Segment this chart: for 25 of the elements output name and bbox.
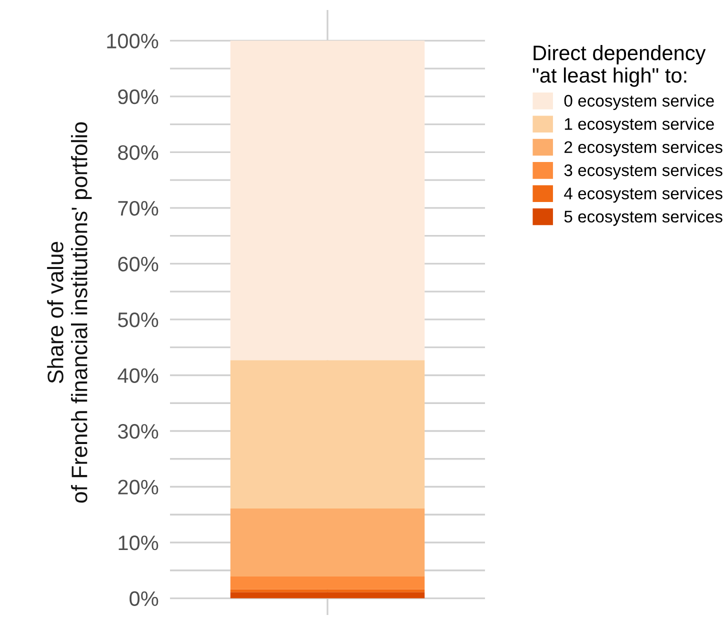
y-tick-label: 10% bbox=[118, 536, 158, 550]
legend-label: 1 ecosystem service bbox=[564, 118, 714, 134]
bar bbox=[230, 508, 425, 577]
y-tick-label: 40% bbox=[118, 368, 158, 383]
y-axis-title: Share of value of French financial institutions' portfolio bbox=[47, 122, 92, 503]
y-tick-label: 50% bbox=[118, 312, 158, 328]
y-tick-label: 80% bbox=[118, 145, 158, 160]
bar bbox=[230, 576, 425, 590]
legend-label: 5 ecosystem services bbox=[564, 210, 722, 226]
legend-label: 2 ecosystem services bbox=[564, 140, 722, 156]
y-tick-label: 70% bbox=[118, 200, 158, 216]
bar bbox=[230, 589, 425, 592]
y-tick-label: 60% bbox=[118, 256, 158, 272]
legend-title: Direct dependency "at least high" to: bbox=[532, 45, 706, 87]
y-tick-label: 30% bbox=[118, 424, 158, 439]
y-tick-label: 0% bbox=[130, 591, 158, 606]
y-tick-label: 90% bbox=[118, 89, 158, 104]
bar bbox=[230, 40, 425, 360]
bar bbox=[230, 592, 425, 598]
legend-label: 0 ecosystem service bbox=[564, 94, 714, 110]
legend-label: 3 ecosystem services bbox=[564, 164, 722, 180]
legend-label: 4 ecosystem services bbox=[564, 187, 722, 203]
y-tick-label: 20% bbox=[118, 480, 158, 495]
y-tick-label: 100% bbox=[107, 34, 158, 48]
bar bbox=[230, 360, 425, 508]
